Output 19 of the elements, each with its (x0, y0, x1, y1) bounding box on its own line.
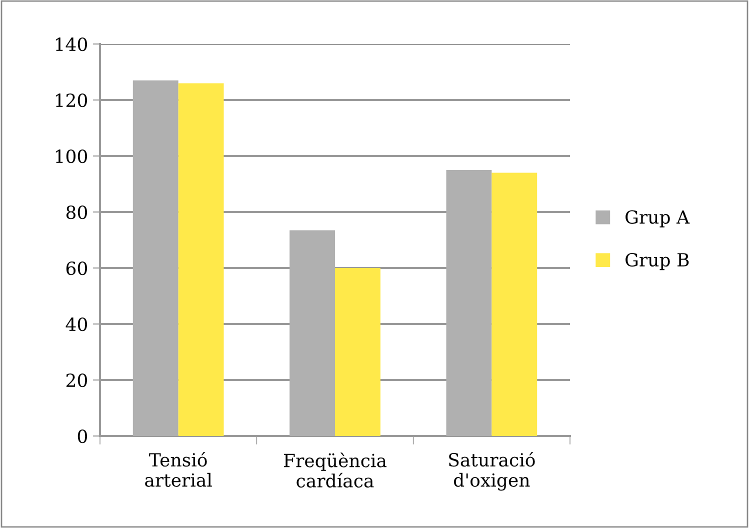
x-tick-label: Freqüència cardíaca (284, 452, 386, 488)
bar (446, 170, 492, 436)
bar (335, 268, 380, 436)
y-tick-label: 140 (56, 37, 87, 52)
bar (492, 172, 538, 436)
y-tick-label: 80 (66, 205, 87, 220)
y-tick-label: 100 (56, 149, 87, 164)
bar (132, 80, 178, 436)
bar (178, 83, 224, 436)
y-tick-label: 0 (78, 429, 87, 444)
legend-label: Grup A (626, 210, 690, 228)
y-tick-label: 20 (66, 373, 87, 388)
y-tick-label: 120 (56, 93, 87, 108)
legend-label: Grup B (626, 252, 689, 270)
bar (290, 230, 335, 436)
x-tick-label: Tensió arterial (145, 452, 212, 487)
y-tick-label: 40 (66, 317, 87, 332)
y-tick-label: 60 (66, 261, 87, 276)
x-tick-label: Saturació d'oxigen (449, 452, 535, 491)
